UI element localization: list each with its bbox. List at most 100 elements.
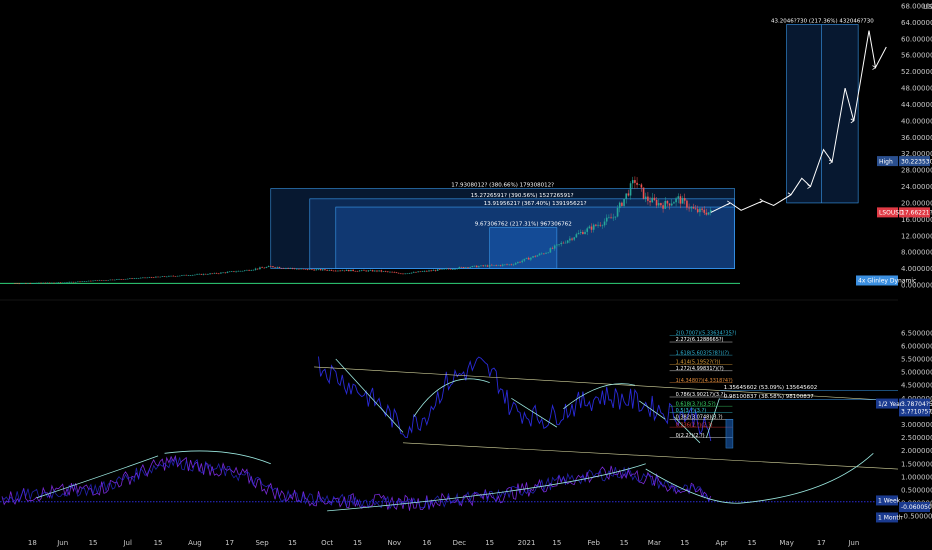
candle-body bbox=[525, 257, 528, 259]
candle-body bbox=[475, 265, 478, 268]
candle-body bbox=[601, 225, 604, 226]
candle-body bbox=[460, 267, 463, 268]
candle-body bbox=[404, 273, 406, 275]
candle-body bbox=[527, 257, 530, 260]
candle-body bbox=[478, 266, 480, 268]
indicator-tag-label: 1/2 Year bbox=[878, 401, 903, 408]
price-tag-value: 30.2235304? bbox=[901, 158, 932, 165]
candle-body bbox=[189, 275, 192, 276]
candle-body bbox=[263, 267, 266, 269]
candle-body bbox=[452, 269, 454, 270]
candle-body bbox=[165, 276, 168, 278]
candle-body bbox=[77, 281, 79, 283]
candle-body bbox=[334, 270, 337, 272]
candle-body bbox=[683, 198, 686, 201]
candle-body bbox=[16, 283, 18, 284]
time-axis-label: Apr bbox=[716, 539, 728, 547]
candle-body bbox=[163, 276, 166, 277]
candle-body bbox=[647, 196, 649, 201]
candle-body bbox=[256, 268, 259, 270]
measure-box-label: 13.9195621? (367.40%) 139195621? bbox=[484, 201, 587, 207]
curve-arc bbox=[511, 397, 558, 428]
candle-body bbox=[198, 273, 201, 275]
candle-body bbox=[694, 208, 697, 210]
candle-body bbox=[304, 269, 307, 270]
candle-body bbox=[85, 281, 88, 282]
candle-body bbox=[237, 270, 240, 272]
candle-body bbox=[35, 282, 38, 284]
candle-body bbox=[150, 277, 153, 278]
indicator-tag bbox=[899, 406, 930, 417]
candle-body bbox=[679, 196, 682, 204]
candle-body bbox=[144, 277, 146, 279]
time-axis-label: 15 bbox=[680, 539, 689, 547]
candle-body bbox=[703, 209, 706, 213]
price-axis-tick: 28.0000000 bbox=[901, 167, 932, 175]
candle-body bbox=[371, 270, 374, 272]
candle-body bbox=[629, 183, 632, 196]
candle-body bbox=[100, 280, 103, 281]
candle-body bbox=[228, 271, 231, 273]
candle-body bbox=[59, 282, 62, 283]
candle-body bbox=[98, 280, 101, 281]
candle-body bbox=[380, 270, 383, 272]
candle-body bbox=[337, 270, 339, 272]
candle-body bbox=[159, 276, 162, 278]
indicator-tag-label: 1 Month bbox=[878, 515, 903, 522]
candle-body bbox=[254, 268, 257, 270]
projection-arrow bbox=[787, 192, 792, 198]
candle-body bbox=[146, 277, 149, 279]
measure-box[interactable] bbox=[489, 227, 558, 269]
candle-body bbox=[42, 282, 44, 284]
candle-body bbox=[239, 270, 242, 272]
candle-body bbox=[393, 272, 396, 273]
candle-body bbox=[31, 283, 34, 284]
candle-body bbox=[413, 272, 415, 273]
price-tag-label: LSOUSD bbox=[879, 210, 904, 217]
candle-body bbox=[213, 273, 216, 274]
candle-body bbox=[265, 266, 268, 268]
candle-body bbox=[358, 270, 361, 272]
candle-body bbox=[488, 264, 491, 267]
candle-body bbox=[415, 272, 417, 273]
candle-body bbox=[484, 265, 487, 267]
measure-box[interactable] bbox=[335, 206, 735, 269]
candle-body bbox=[235, 271, 237, 273]
candle-body bbox=[319, 269, 322, 271]
candle-body bbox=[410, 272, 413, 274]
fib-level-label: 0.5(3.?)(3.?) bbox=[676, 408, 707, 414]
candle-body bbox=[369, 270, 372, 271]
candle-body bbox=[447, 268, 450, 270]
candle-body bbox=[551, 248, 554, 249]
candle-body bbox=[454, 269, 456, 270]
candle-body bbox=[623, 198, 625, 206]
candle-body bbox=[625, 193, 628, 199]
candle-body bbox=[562, 242, 565, 244]
indicator-tag bbox=[899, 398, 930, 409]
candle-body bbox=[467, 267, 469, 268]
annotation-label: 0.98100837 (38.58%) 98100837 bbox=[724, 394, 814, 400]
candle-body bbox=[501, 264, 504, 266]
indicator-tag-label: 1 Week bbox=[878, 498, 901, 505]
candle-body bbox=[315, 269, 318, 271]
price-axis-tick: 68.0000000 bbox=[901, 3, 932, 11]
candle-body bbox=[211, 273, 214, 275]
candle-body bbox=[421, 271, 424, 272]
candle-body bbox=[618, 202, 621, 208]
candle-body bbox=[172, 275, 175, 277]
candle-body bbox=[530, 257, 532, 260]
candle-body bbox=[692, 207, 695, 209]
measure-box[interactable] bbox=[786, 24, 859, 204]
candle-body bbox=[382, 271, 385, 272]
candle-body bbox=[178, 275, 181, 277]
candle-body bbox=[432, 270, 435, 271]
candle-body bbox=[18, 283, 21, 285]
candle-body bbox=[122, 279, 125, 280]
candle-body bbox=[569, 238, 571, 241]
candle-body bbox=[129, 278, 131, 279]
candle-body bbox=[14, 283, 16, 284]
candle-body bbox=[666, 200, 669, 204]
candle-body bbox=[259, 267, 261, 270]
candle-body bbox=[196, 274, 198, 275]
